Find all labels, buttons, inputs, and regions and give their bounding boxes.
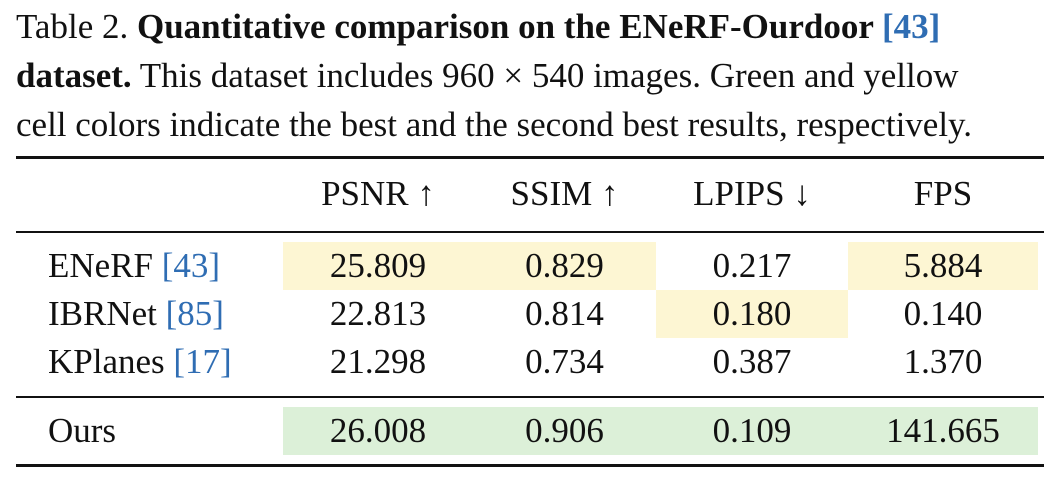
cell-ours-lpips: 0.109 bbox=[656, 407, 848, 455]
caption-title-cite[interactable]: [43] bbox=[882, 7, 941, 46]
caption-line-1: Table 2. Quantitative comparison on the … bbox=[16, 2, 1052, 51]
table-mid-rule bbox=[16, 396, 1044, 398]
cell-kplanes-ssim: 0.734 bbox=[525, 342, 604, 381]
cell-enerf-psnr: 25.809 bbox=[283, 242, 473, 290]
table-caption: Table 2. Quantitative comparison on the … bbox=[16, 2, 1052, 149]
header-fps: FPS bbox=[913, 174, 973, 213]
header-lpips: LPIPS ↓ bbox=[693, 174, 811, 213]
cell-kplanes-lpips: 0.387 bbox=[712, 342, 792, 381]
method-name: KPlanes bbox=[48, 342, 174, 381]
cell-enerf-ssim: 0.829 bbox=[473, 242, 656, 290]
header-ssim: SSIM ↑ bbox=[510, 174, 619, 213]
cell-ibrnet-psnr: 22.813 bbox=[329, 294, 427, 333]
method-cite[interactable]: [85] bbox=[165, 294, 224, 333]
caption-dataset: dataset. bbox=[16, 56, 132, 95]
method-cite[interactable]: [17] bbox=[173, 342, 232, 381]
table-top-rule bbox=[16, 156, 1044, 159]
cell-ibrnet-ssim: 0.814 bbox=[525, 294, 604, 333]
cell-ours-ssim: 0.906 bbox=[473, 407, 656, 455]
row-label-ibrnet: IBRNet [85] bbox=[48, 290, 224, 338]
cell-ibrnet-fps: 0.140 bbox=[903, 294, 983, 333]
cell-enerf-fps: 5.884 bbox=[848, 242, 1038, 290]
cell-enerf-lpips: 0.217 bbox=[712, 246, 792, 285]
cell-ibrnet-lpips: 0.180 bbox=[656, 290, 848, 338]
method-name: ENeRF bbox=[48, 246, 162, 285]
cell-ours-fps: 141.665 bbox=[848, 407, 1038, 455]
method-cite[interactable]: [43] bbox=[161, 246, 221, 285]
cell-kplanes-fps: 1.370 bbox=[903, 342, 983, 381]
table-header-rule bbox=[16, 231, 1044, 233]
caption-prefix: Table 2. bbox=[16, 7, 137, 46]
caption-line-2: dataset. This dataset includes 960 × 540… bbox=[16, 51, 1052, 100]
row-label-kplanes: KPlanes [17] bbox=[48, 338, 232, 386]
method-name: IBRNet bbox=[48, 294, 166, 333]
header-psnr: PSNR ↑ bbox=[321, 174, 435, 213]
caption-title: Quantitative comparison on the ENeRF-Our… bbox=[136, 7, 883, 46]
row-label-enerf: ENeRF [43] bbox=[48, 242, 220, 290]
row-label-ours: Ours bbox=[48, 411, 117, 450]
cell-kplanes-psnr: 21.298 bbox=[329, 342, 427, 381]
caption-body-2: This dataset includes 960 × 540 images. … bbox=[131, 56, 959, 95]
caption-line-3: cell colors indicate the best and the se… bbox=[16, 105, 973, 144]
table-bottom-rule bbox=[16, 464, 1044, 467]
cell-ours-psnr: 26.008 bbox=[283, 407, 473, 455]
